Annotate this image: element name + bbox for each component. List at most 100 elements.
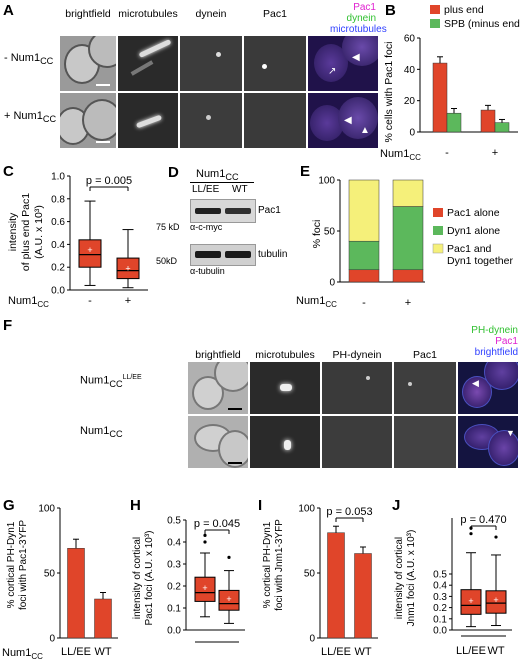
merge-label-ph-dynein: PH-dynein [471,325,518,336]
panel-j-y-tick-label: 0.0 [433,626,447,637]
panel-e-bar-segment [392,206,424,271]
panel-a-row1-dynein-image [180,36,242,91]
panel-b-bar [446,112,462,133]
panel-c-pvalue: p = 0.005 [86,175,132,187]
panel-a-col-brightfield: brightfield [65,8,111,20]
panel-a-row1-merge-image: ◀ ↗ [308,36,378,91]
panel-c-y-tick-label: 0.6 [51,217,65,228]
panel-i-chart: 0 50 100 p = 0.053 LL/EE WT [298,504,378,658]
panel-g-chart: 0 50 100 LL/EE WT [38,504,118,658]
panel-f-row2-merge-image: ▼ [458,416,518,468]
panel-e-legend-both-2: Dyn1 together [447,255,513,267]
panel-d-label: D [168,164,179,181]
panel-c-mean-marker: + [87,245,92,255]
panel-i-y-tick-label: 50 [304,569,316,580]
panel-i-y-tick-label: 100 [298,504,315,515]
panel-d-antibody-tubulin: α-tubulin [190,266,225,276]
panel-j-box [485,590,507,614]
panel-a-row2-dynein-image [180,93,242,148]
panel-j-pvalue: p = 0.470 [460,514,506,526]
panel-e-legend-swatch-both [432,243,444,254]
merge-label-microtubules: microtubules [330,24,387,35]
panel-i-ylabel-1: % cortical PH-Dyn1 [262,521,273,608]
panel-c-y-tick-label: 1.0 [51,172,65,183]
panel-a-row1-brightfield-image [60,36,116,91]
panel-c-y-tick-label: 0.4 [51,240,65,251]
panel-f-row2-ph-dynein-image [322,416,392,468]
panel-e-legend-pac1: Pac1 alone [447,207,500,219]
panel-i-bar [354,553,372,639]
panel-j-mean-marker: + [493,595,498,605]
panel-c-label: C [3,163,14,180]
panel-f-row2-microtubules-image [250,416,320,468]
panel-a-col-microtubules: microtubules [118,8,178,20]
arrowhead-icon: ◀ [344,115,352,126]
panel-h-y-tick-label: 0.2 [167,582,181,593]
panel-j-y-tick-label: 0.3 [433,592,447,603]
panel-d-tubulin-blot [190,244,256,266]
panel-j-x-tick-label: WT [487,645,504,657]
arrowhead-icon: ◀ [472,378,479,388]
panel-a-label: A [3,2,14,19]
panel-d-marker-50: 50kD [156,256,178,266]
panel-j-ylabel-2: Jnm1 foci (A.U. x 10³) [406,530,417,627]
panel-b-label: B [385,2,396,19]
merge-label-pac1: Pac1 [353,2,376,13]
panel-h-outlier [203,540,207,544]
panel-c-y-tick-label: 0.0 [51,286,65,297]
panel-j-mean-marker: + [468,596,473,606]
panel-h-label: H [130,497,141,514]
panel-c-ylabel-1: intensity [7,212,19,251]
panel-i-x-tick-label: WT [354,646,371,658]
panel-e-bar-segment [392,269,424,283]
panel-e-bar-segment [392,179,424,207]
panel-h-box [218,589,240,611]
panel-g-y-tick-label: 0 [49,634,55,645]
panel-h-mean-marker: + [226,594,231,604]
panel-b-bar [494,122,510,133]
panel-c-mean-marker: + [125,263,130,273]
panel-j-box [460,589,482,615]
panel-b-bar [432,62,448,133]
panel-g-xvar: Num1CC [2,647,43,661]
panel-h-mean-marker: + [202,583,207,593]
panel-h-outlier [227,555,231,560]
panel-e-x-tick-label: - [362,297,366,309]
panel-b-y-tick-label: 0 [409,128,415,139]
panel-g-x-tick-label: WT [94,646,111,658]
panel-f-row1-merge-image: ◀ [458,362,518,414]
panel-f-col-microtubules: microtubules [255,349,315,361]
panel-b-x-tick-label: - [445,147,449,159]
panel-d-band-pac1: Pac1 [258,205,281,216]
panel-e-x-tick-label: + [405,297,411,309]
panel-d-header: Num1CC [196,168,239,183]
panel-j-y-tick-label: 0.2 [433,603,447,614]
panel-h-y-tick-label: 0.5 [167,516,181,527]
panel-c-ylabel-2: of plus end Pac1 [20,193,32,271]
panel-c-ylabel-3: (A.U. x 10³) [33,205,45,259]
merge-label-pac1: Pac1 [495,336,518,347]
panel-e-chart: 0 50 100 - + [318,176,425,309]
panel-h-y-tick-label: 0.0 [167,626,181,637]
panel-g-y-tick-label: 50 [44,569,56,580]
panel-j-chart: 0.00.10.20.30.40.5 + + p = 0.470 LL/EE WT [433,514,512,657]
panel-d-antibody-myc: α-c-myc [190,222,223,232]
panel-j-x-tick-label: LL/EE [456,645,486,657]
panel-h-y-tick-label: 0.1 [167,604,181,615]
panel-f-label: F [3,317,13,334]
panel-f-merge-legend: PH-dynein Pac1 brightfield [458,325,518,358]
panel-e-bar-segment [348,269,380,283]
panel-c-x-tick-label: - [88,295,92,307]
panel-c-y-tick-label: 0.8 [51,194,65,205]
panel-c-box [78,239,102,268]
panel-e-bar-segment [348,240,380,271]
panel-f-col-ph-dynein: PH-dynein [332,349,382,361]
panel-g-ylabel-1: % cortical PH-Dyn1 [6,521,17,608]
panel-j-outlier [494,535,498,539]
panel-i-ylabel-2: foci with Jnm1-3YFP [274,519,285,611]
panel-c-chart: 0.0 0.2 0.4 0.6 0.8 1.0 + + p = 0.005 - + [51,172,148,307]
merge-label-brightfield: brightfield [474,347,518,358]
arrowhead-icon: ▲ [360,125,370,136]
panel-j-y-tick-label: 0.4 [433,581,447,592]
panel-j-y-tick-label: 0.5 [433,570,447,581]
